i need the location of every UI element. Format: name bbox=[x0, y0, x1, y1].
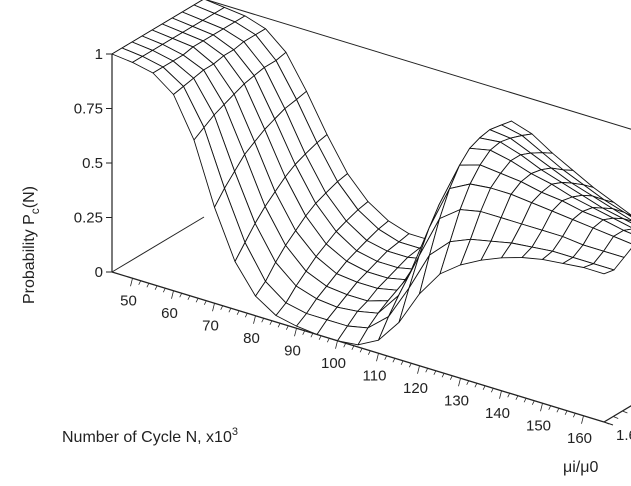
surface-patch bbox=[583, 263, 615, 275]
z-tick-label: 0.25 bbox=[74, 210, 103, 227]
y-axis-line bbox=[603, 405, 631, 423]
x-minor-tick bbox=[392, 358, 396, 363]
x-minor-tick bbox=[367, 350, 371, 355]
x-axis-line bbox=[111, 271, 605, 423]
x-major-tick bbox=[294, 328, 297, 337]
x-minor-tick bbox=[261, 318, 265, 323]
x-minor-tick bbox=[400, 360, 404, 365]
x-major-tick bbox=[458, 378, 461, 387]
x-minor-tick bbox=[318, 335, 322, 340]
x-minor-tick bbox=[179, 293, 183, 298]
x-major-tick bbox=[212, 303, 215, 312]
x-minor-tick bbox=[408, 363, 412, 368]
x-minor-tick bbox=[203, 300, 207, 305]
x-minor-tick bbox=[220, 305, 224, 310]
x-minor-tick bbox=[138, 280, 142, 285]
x-major-tick bbox=[540, 403, 543, 412]
x-major-tick bbox=[171, 290, 174, 299]
x-tick-label: 160 bbox=[567, 430, 592, 447]
x-minor-tick bbox=[564, 410, 568, 415]
x-minor-tick bbox=[195, 298, 199, 303]
x-tick-label: 50 bbox=[120, 292, 137, 309]
x-tick-label: 70 bbox=[202, 317, 219, 334]
x-major-tick bbox=[499, 390, 502, 399]
x-minor-tick bbox=[531, 400, 535, 405]
front-box bbox=[111, 271, 631, 423]
x-minor-tick bbox=[162, 288, 166, 293]
x-tick-label: 150 bbox=[526, 417, 551, 434]
x-minor-tick bbox=[572, 413, 576, 418]
x-minor-tick bbox=[351, 345, 355, 350]
x-tick-label: 60 bbox=[161, 305, 178, 322]
y-tick-label: 1.6 bbox=[616, 427, 631, 444]
x-major-tick bbox=[253, 315, 256, 324]
x-minor-tick bbox=[384, 355, 388, 360]
z-tick-label: 0.75 bbox=[74, 101, 103, 118]
x-axis-title: Number of Cycle N, x103 bbox=[62, 426, 238, 446]
x-minor-tick bbox=[236, 310, 240, 315]
x-major-tick bbox=[335, 340, 338, 349]
x-minor-tick bbox=[523, 398, 527, 403]
z-tick-label: 1 bbox=[95, 46, 103, 63]
y-axis-title: μi/μ0 bbox=[563, 459, 598, 476]
y-minor-tick bbox=[613, 416, 619, 419]
x-minor-tick bbox=[490, 388, 494, 393]
tick-labels: 00.250.50.751506070809010011012013014015… bbox=[74, 46, 631, 447]
z-tick-label: 0.5 bbox=[82, 155, 103, 172]
x-minor-tick bbox=[548, 405, 552, 410]
x-minor-tick bbox=[277, 323, 281, 328]
x-tick-label: 130 bbox=[444, 392, 469, 409]
box-edge-top-back bbox=[205, 0, 631, 130]
x-minor-tick bbox=[244, 313, 248, 318]
x-tick-label: 120 bbox=[403, 380, 428, 397]
x-minor-tick bbox=[466, 380, 470, 385]
x-minor-tick bbox=[433, 370, 437, 375]
x-minor-tick bbox=[515, 395, 519, 400]
x-minor-tick bbox=[482, 385, 486, 390]
x-minor-tick bbox=[441, 373, 445, 378]
axis-ticks bbox=[106, 53, 628, 426]
x-tick-label: 90 bbox=[284, 342, 301, 359]
box-edge-bottom-left bbox=[111, 216, 205, 273]
z-axis-title: Probability Pc(N) bbox=[21, 186, 42, 304]
y-minor-tick bbox=[622, 410, 628, 414]
x-minor-tick bbox=[146, 283, 150, 288]
x-minor-tick bbox=[326, 338, 330, 343]
x-minor-tick bbox=[228, 308, 232, 313]
x-minor-tick bbox=[187, 295, 191, 300]
x-major-tick bbox=[581, 415, 584, 424]
x-minor-tick bbox=[556, 408, 560, 413]
x-major-tick bbox=[130, 278, 133, 287]
x-minor-tick bbox=[474, 383, 478, 388]
x-minor-tick bbox=[425, 368, 429, 373]
x-minor-tick bbox=[269, 320, 273, 325]
y-major-tick bbox=[603, 421, 614, 426]
x-minor-tick bbox=[310, 333, 314, 338]
x-major-tick bbox=[376, 353, 379, 362]
x-minor-tick bbox=[449, 375, 453, 380]
x-minor-tick bbox=[302, 330, 306, 335]
z-tick-label: 0 bbox=[95, 264, 103, 281]
x-tick-label: 110 bbox=[363, 367, 387, 384]
x-tick-label: 140 bbox=[485, 405, 510, 422]
x-major-tick bbox=[417, 365, 420, 374]
x-tick-label: 80 bbox=[243, 330, 260, 347]
x-minor-tick bbox=[359, 348, 363, 353]
x-minor-tick bbox=[154, 285, 158, 290]
x-tick-label: 100 bbox=[321, 355, 346, 372]
surface-mesh bbox=[111, 0, 631, 346]
x-minor-tick bbox=[507, 393, 511, 398]
x-minor-tick bbox=[285, 325, 289, 330]
x-minor-tick bbox=[343, 343, 347, 348]
